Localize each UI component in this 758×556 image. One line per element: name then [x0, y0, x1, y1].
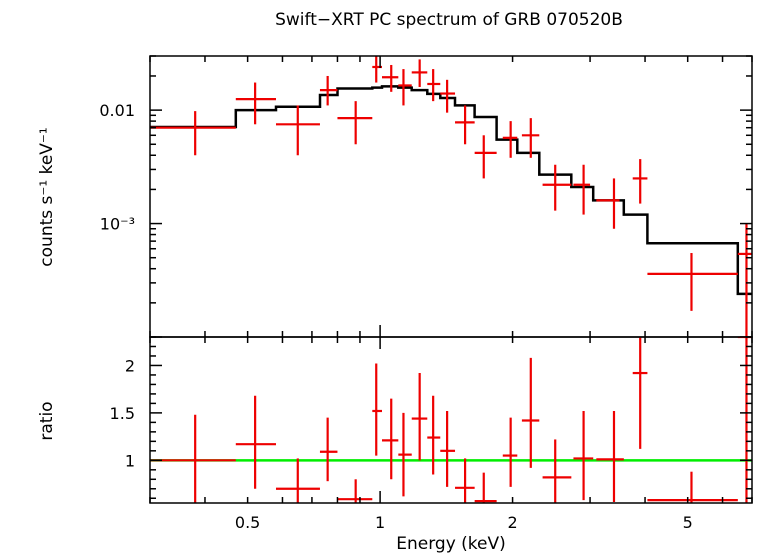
spectrum-data-point	[596, 178, 620, 229]
ratio-panel-frame	[149, 336, 753, 504]
ratio-data-point	[275, 458, 320, 503]
y-tick-label: 10⁻³	[100, 215, 135, 234]
spectrum-axes: 0.01 10⁻³	[99, 55, 753, 338]
y-tick-label: 2	[125, 356, 135, 375]
spectrum-data-point	[150, 111, 236, 156]
x-tick-label: 0.5	[235, 513, 260, 532]
ratio-data-point	[235, 395, 276, 489]
ratio-data-point	[474, 472, 497, 503]
y-tick-label: 1	[125, 451, 135, 470]
y-tick-label: 1.5	[110, 404, 135, 423]
ratio-data-point	[573, 410, 594, 501]
spectrum-data-point	[337, 101, 373, 145]
ratio-data-point	[427, 395, 441, 475]
spectrum-data-point	[737, 223, 752, 337]
spectrum-data-point	[455, 105, 475, 145]
spectrum-data-point	[474, 135, 497, 179]
chart-title: Swift−XRT PC spectrum of GRB 070520B	[275, 10, 623, 30]
y-tick-label: 0.01	[99, 101, 135, 120]
ratio-data-point	[337, 479, 373, 503]
x-axis-label: Energy (keV)	[396, 534, 506, 554]
spectrum-data-point	[542, 164, 572, 211]
ratio-data-point	[372, 363, 383, 456]
ratio-axes: 0.5 1 2 5 1 1.5 2	[110, 336, 753, 532]
spectrum-data-point	[573, 164, 591, 215]
spectrum-data-point	[411, 59, 428, 87]
spectrum-data-point	[632, 159, 648, 204]
spectrum-panel: 0.01 10⁻³ counts s⁻¹ keV⁻¹	[37, 55, 753, 338]
spectrum-data-point	[319, 75, 338, 106]
model-step-line	[150, 85, 752, 296]
ratio-data-point	[455, 458, 475, 503]
ratio-data-point	[647, 471, 738, 503]
ratio-data-point	[440, 410, 456, 487]
spectrum-data-point	[235, 82, 276, 125]
spectrum-data-point	[521, 118, 540, 158]
spectrum-data-point	[382, 64, 399, 92]
x-tick-label: 2	[507, 513, 517, 532]
ratio-data-point	[411, 373, 428, 461]
ratio-data-point	[596, 410, 624, 503]
ratio-ylabel: ratio	[37, 401, 57, 440]
spectrum-data-point	[275, 105, 320, 156]
ratio-data-point	[398, 412, 412, 497]
ratio-data-point	[521, 357, 540, 468]
spectrum-data-point	[398, 69, 412, 106]
spectrum-ylabel: counts s⁻¹ keV⁻¹	[37, 127, 57, 266]
spectrum-data-point	[427, 69, 441, 102]
ratio-data-point	[632, 337, 648, 449]
ratio-data-point	[319, 417, 338, 482]
spectrum-data-point	[440, 79, 456, 113]
ratio-panel: 0.5 1 2 5 1 1.5 2 ratio Energy (keV)	[37, 336, 753, 554]
ratio-data-point	[542, 439, 572, 503]
ratio-data-point	[150, 414, 236, 503]
spectrum-data-point	[647, 253, 738, 311]
spectrum-data-point	[502, 121, 518, 158]
x-tick-label: 5	[683, 513, 693, 532]
ratio-data-point	[502, 417, 518, 487]
ratio-data-point	[737, 337, 752, 503]
ratio-data-point	[382, 398, 399, 480]
x-tick-label: 1	[375, 513, 385, 532]
